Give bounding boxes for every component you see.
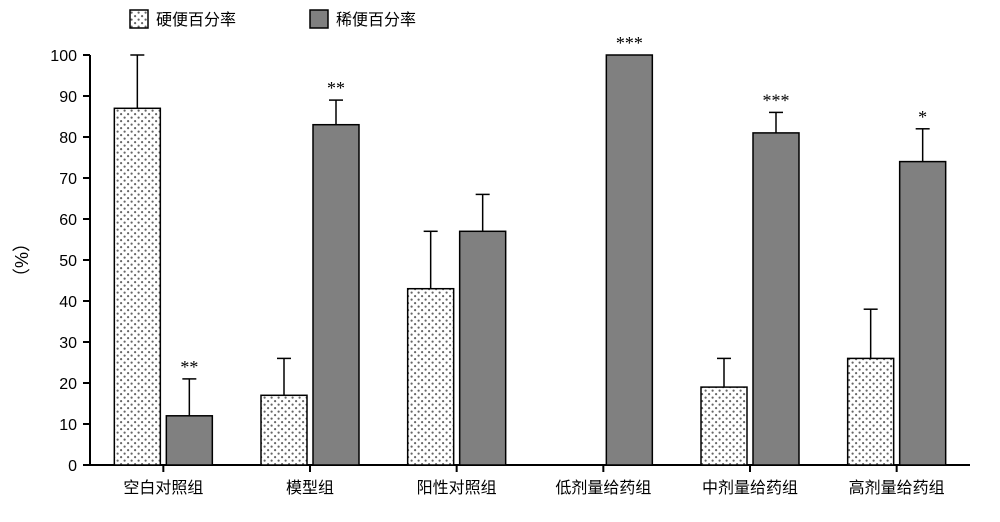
bar-hard [848,358,894,465]
bar-soft [166,416,212,465]
significance-marker: * [918,107,927,127]
y-tick-label: 90 [59,89,77,106]
bar-soft [606,55,652,465]
y-tick-label: 60 [59,212,77,229]
legend-swatch [310,10,328,28]
bar-soft [460,231,506,465]
bar-hard [114,108,160,465]
legend-label: 硬便百分率 [156,11,236,29]
bar-hard [701,387,747,465]
significance-marker: *** [763,90,790,110]
y-tick-label: 20 [59,376,77,393]
y-axis-label: （%） [12,234,32,286]
bar-hard [261,395,307,465]
y-tick-label: 80 [59,130,77,147]
bar-hard [408,289,454,465]
significance-marker: ** [180,357,198,377]
x-category-label: 低剂量给药组 [555,479,651,497]
x-category-label: 高剂量给药组 [849,479,945,497]
bar-soft [313,125,359,465]
y-tick-label: 10 [59,417,77,434]
bar-soft [900,162,946,465]
y-tick-label: 0 [68,458,77,475]
significance-marker: *** [616,33,643,53]
legend-label: 稀便百分率 [336,11,416,29]
x-category-label: 中剂量给药组 [702,479,798,497]
bar-chart: 0 10 20 30 40 50 60 70 80 90 100 （%） 空白对照组 ** 模型组 ** 阳性对… [0,0,1000,522]
bar-soft [753,133,799,465]
chart-svg: 0 10 20 30 40 50 60 70 80 90 100 （%） 空白对照组 ** 模型组 ** 阳性对… [0,0,1000,522]
y-tick-label: 50 [59,253,77,270]
x-category-label: 模型组 [286,479,334,497]
legend-swatch [130,10,148,28]
y-tick-label: 70 [59,171,77,188]
y-tick-label: 100 [50,48,77,65]
y-tick-label: 40 [59,294,77,311]
y-tick-label: 30 [59,335,77,352]
x-category-label: 空白对照组 [123,479,203,497]
significance-marker: ** [327,78,345,98]
x-category-label: 阳性对照组 [417,479,497,497]
